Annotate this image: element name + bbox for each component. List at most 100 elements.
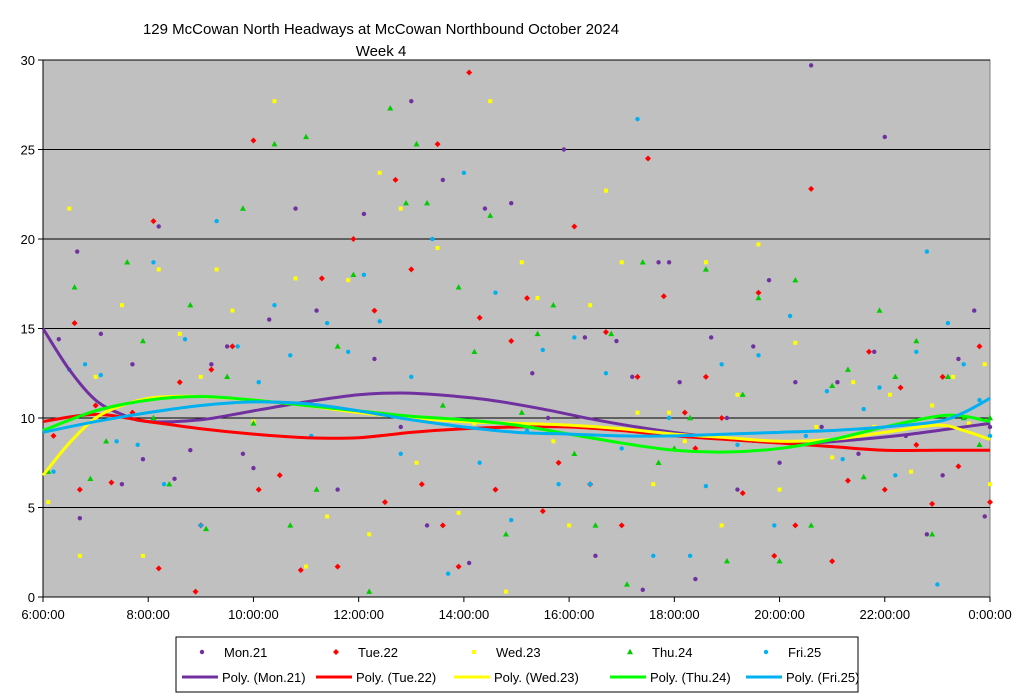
point-fri-25 <box>603 371 609 376</box>
point-mon-21 <box>735 487 740 492</box>
point-tue-22 <box>976 343 983 350</box>
y-tick-label: 10 <box>21 411 35 426</box>
legend-marker-wed-23 <box>472 650 476 654</box>
point-tue-22 <box>381 499 388 506</box>
point-tue-22 <box>439 522 446 529</box>
point-tue-22 <box>92 402 99 409</box>
y-tick-label: 0 <box>28 590 35 605</box>
point-mon-21 <box>545 415 551 421</box>
point-mon-21 <box>361 211 367 217</box>
point-thu-24 <box>913 337 920 344</box>
point-thu-24 <box>150 414 157 421</box>
point-fri-25 <box>272 303 277 308</box>
point-tue-22 <box>865 348 872 355</box>
point-tue-22 <box>692 445 699 452</box>
point-mon-21 <box>156 224 161 229</box>
point-fri-25 <box>98 372 104 378</box>
point-thu-24 <box>271 140 278 147</box>
point-fri-25 <box>861 406 866 412</box>
point-tue-22 <box>555 459 562 466</box>
chart-subtitle: Week 4 <box>356 43 407 60</box>
point-tue-22 <box>192 588 199 595</box>
point-fri-25 <box>924 249 930 254</box>
point-mon-21 <box>561 147 567 152</box>
point-tue-22 <box>50 432 57 439</box>
point-tue-22 <box>334 563 341 570</box>
x-tick-label: 16:00:00 <box>544 607 595 622</box>
point-tue-22 <box>929 500 936 507</box>
point-fri-25 <box>945 320 951 326</box>
x-tick-label: 0:00:00 <box>968 607 1011 622</box>
x-tick-label: 22:00:00 <box>859 607 910 622</box>
point-mon-21 <box>314 308 319 313</box>
x-tick-label: 20:00:00 <box>754 607 805 622</box>
point-fri-25 <box>151 260 156 265</box>
point-tue-22 <box>208 366 215 373</box>
point-fri-25 <box>719 362 724 367</box>
point-thu-24 <box>739 391 746 397</box>
point-thu-24 <box>534 330 541 337</box>
point-tue-22 <box>71 320 78 327</box>
point-wed-23 <box>456 510 461 515</box>
point-tue-22 <box>955 463 962 470</box>
legend-label-fri-25: Fri.25 <box>788 645 821 660</box>
point-wed-23 <box>735 392 740 397</box>
point-fri-25 <box>587 482 593 487</box>
point-mon-21 <box>640 587 645 593</box>
chart-title: 129 McCowan North Headways at McCowan No… <box>143 21 619 38</box>
y-tick-label: 15 <box>21 322 35 337</box>
point-fri-25 <box>51 469 56 474</box>
point-thu-24 <box>87 475 94 482</box>
point-thu-24 <box>455 284 462 290</box>
point-fri-25 <box>666 415 672 421</box>
legend-label-mon-21: Mon.21 <box>224 645 267 660</box>
point-thu-24 <box>139 337 146 344</box>
point-tue-22 <box>771 552 778 559</box>
point-thu-24 <box>702 266 709 272</box>
point-wed-23 <box>230 308 235 313</box>
point-wed-23 <box>488 99 493 104</box>
point-thu-24 <box>808 522 815 528</box>
point-thu-24 <box>639 259 646 265</box>
point-thu-24 <box>239 205 246 211</box>
point-wed-23 <box>46 500 51 505</box>
point-thu-24 <box>518 409 525 415</box>
point-tue-22 <box>987 499 993 506</box>
point-tue-22 <box>255 486 262 493</box>
point-fri-25 <box>493 290 498 295</box>
point-tue-22 <box>755 289 762 296</box>
point-fri-25 <box>840 456 845 462</box>
point-tue-22 <box>508 338 515 345</box>
point-fri-25 <box>198 523 204 528</box>
x-axis: 6:00:00 8:00:00 10:00:00 12:00:00 14:00:00 16… <box>21 597 1012 622</box>
point-mon-21 <box>188 448 193 453</box>
point-mon-21 <box>209 362 214 367</box>
point-fri-25 <box>735 442 740 448</box>
y-tick-label: 20 <box>21 232 35 247</box>
point-mon-21 <box>677 380 682 385</box>
point-fri-25 <box>345 349 351 354</box>
point-mon-21 <box>630 374 635 380</box>
point-fri-25 <box>572 335 577 340</box>
point-fri-25 <box>377 319 382 324</box>
point-fri-25 <box>477 460 482 465</box>
legend-box <box>175 636 859 693</box>
point-wed-23 <box>851 380 856 385</box>
point-wed-23 <box>414 460 419 465</box>
point-wed-23 <box>367 532 372 537</box>
point-thu-24 <box>403 200 410 206</box>
point-mon-21 <box>882 134 887 140</box>
point-fri-25 <box>961 362 966 367</box>
point-fri-25 <box>619 446 624 451</box>
point-tue-22 <box>645 155 652 162</box>
point-thu-24 <box>124 259 131 265</box>
point-fri-25 <box>651 553 656 559</box>
point-tue-22 <box>297 567 304 574</box>
point-thu-24 <box>471 348 478 354</box>
point-thu-24 <box>502 531 509 537</box>
point-mon-21 <box>666 260 672 265</box>
point-thu-24 <box>413 140 420 147</box>
point-fri-25 <box>987 433 993 439</box>
point-fri-25 <box>324 320 330 326</box>
point-thu-24 <box>987 414 993 421</box>
